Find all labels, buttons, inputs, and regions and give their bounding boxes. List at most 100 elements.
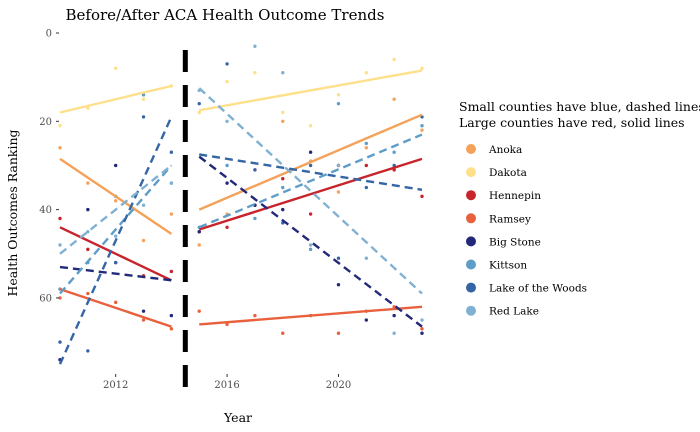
data-point xyxy=(281,177,285,181)
data-point xyxy=(197,309,201,313)
x-tick-label: 2020 xyxy=(326,380,351,391)
legend-title: Large counties have red, solid lines xyxy=(459,115,685,130)
data-point xyxy=(225,322,229,327)
data-point xyxy=(225,79,229,84)
y-tick-label: 20 xyxy=(39,117,52,128)
legend-label: Dakota xyxy=(489,167,527,179)
data-point xyxy=(281,119,285,124)
x-tick-label: 2016 xyxy=(214,380,239,391)
data-point xyxy=(86,181,90,185)
data-point xyxy=(197,101,201,106)
data-point xyxy=(281,71,285,75)
trend-line xyxy=(59,287,172,328)
data-point xyxy=(141,115,146,119)
data-point xyxy=(253,216,257,221)
data-point xyxy=(336,282,341,287)
data-point xyxy=(281,110,285,115)
data-point xyxy=(141,97,146,101)
legend-label: Hennepin xyxy=(489,190,541,202)
data-point xyxy=(364,71,369,75)
legend-key xyxy=(466,282,476,293)
data-point xyxy=(113,300,118,305)
x-axis-title: Year xyxy=(223,410,252,425)
data-point xyxy=(420,124,424,128)
data-point xyxy=(141,203,146,207)
data-point xyxy=(308,243,313,247)
data-point xyxy=(253,71,257,75)
x-tick-label: 2012 xyxy=(103,380,128,391)
trend-line xyxy=(198,113,423,211)
y-tick-label: 60 xyxy=(39,293,52,304)
data-point xyxy=(420,128,424,132)
data-point xyxy=(336,101,341,106)
data-point xyxy=(281,331,285,335)
trend-line xyxy=(59,226,172,282)
y-axis-title: Health Outcomes Ranking xyxy=(5,129,20,296)
data-point xyxy=(253,168,257,172)
legend-key xyxy=(466,190,476,201)
legend-key xyxy=(466,213,476,224)
data-point xyxy=(225,163,229,168)
data-point xyxy=(113,163,118,168)
data-point xyxy=(225,62,229,66)
data-point xyxy=(392,313,396,318)
data-point xyxy=(141,309,146,313)
trend-line xyxy=(198,87,423,295)
trend-line xyxy=(199,305,423,326)
data-point xyxy=(58,146,62,150)
axes: 0 20 40 60 2012 2016 2020 xyxy=(39,29,351,392)
trend-line xyxy=(198,157,423,231)
trend-line xyxy=(199,153,423,191)
legend-key xyxy=(466,144,476,154)
data-point xyxy=(169,181,174,185)
data-point xyxy=(364,141,369,146)
trend-line xyxy=(199,69,423,112)
data-point xyxy=(336,93,341,97)
data-point xyxy=(86,247,90,252)
data-point xyxy=(141,238,146,243)
data-point xyxy=(58,296,62,300)
legend-label: Kittson xyxy=(489,260,527,272)
trend-line xyxy=(59,164,173,255)
data-point xyxy=(336,256,341,260)
legend-label: Lake of the Woods xyxy=(489,283,587,295)
data-point xyxy=(420,194,424,199)
data-point xyxy=(364,146,369,150)
data-point xyxy=(364,318,369,322)
data-point xyxy=(308,212,313,216)
data-point xyxy=(225,119,229,124)
trend-line xyxy=(198,155,423,328)
data-point xyxy=(169,212,174,216)
data-point xyxy=(336,331,341,335)
data-point xyxy=(308,163,313,168)
data-point xyxy=(197,243,201,247)
data-point xyxy=(392,331,396,335)
data-point xyxy=(169,313,174,318)
trend-line xyxy=(59,164,173,295)
data-point xyxy=(392,150,396,154)
data-point xyxy=(392,57,396,62)
data-point xyxy=(392,97,396,101)
data-point xyxy=(336,190,341,194)
data-point xyxy=(420,331,424,335)
legend-key xyxy=(466,259,476,270)
data-point xyxy=(392,305,396,309)
trend-line xyxy=(58,116,173,365)
data-point xyxy=(113,260,118,265)
data-point xyxy=(197,230,201,234)
data-point xyxy=(113,234,118,238)
data-point xyxy=(58,340,62,344)
data-point xyxy=(336,163,341,168)
data-point xyxy=(364,256,369,260)
data-point xyxy=(420,318,424,322)
data-point xyxy=(58,216,62,221)
y-tick-label: 0 xyxy=(46,29,52,40)
legend-label: Ramsey xyxy=(489,213,531,225)
data-point xyxy=(364,163,369,168)
data-point xyxy=(420,66,424,71)
chart-title: Before/After ACA Health Outcome Trends xyxy=(66,6,385,24)
data-point xyxy=(225,181,229,185)
data-point xyxy=(86,207,90,212)
data-point xyxy=(281,185,285,190)
